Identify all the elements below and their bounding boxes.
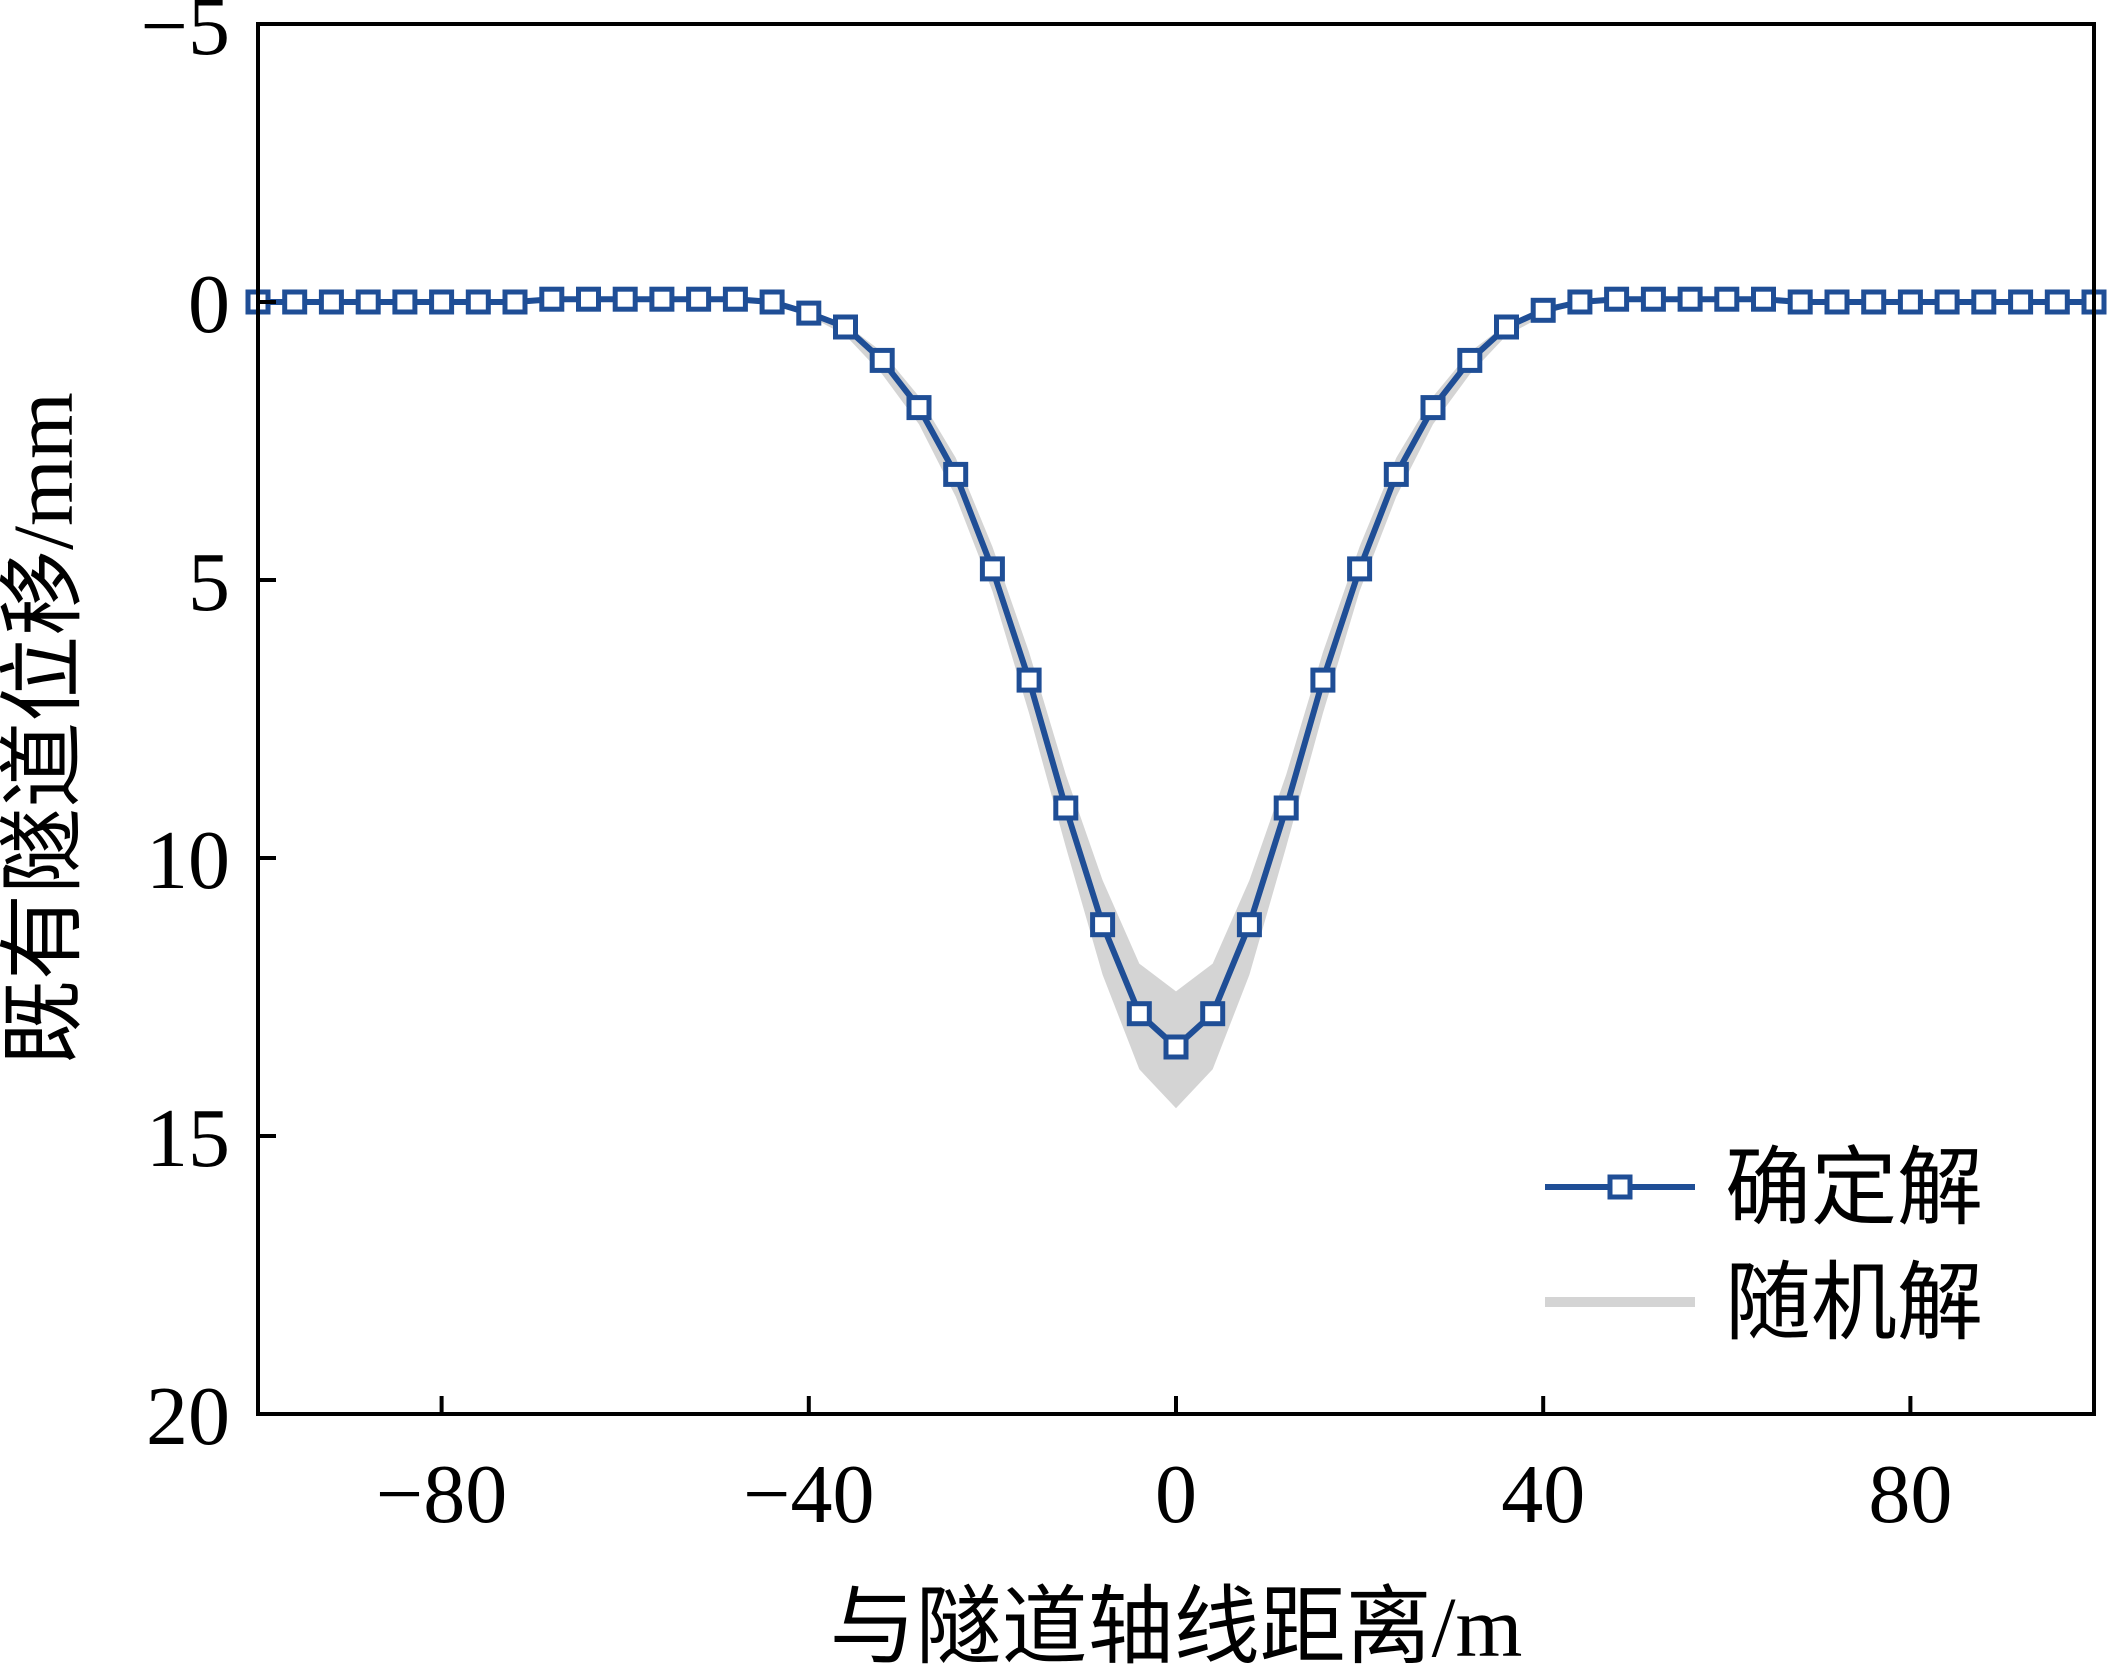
legend: 确定解 随机解 [1545, 1140, 1983, 1351]
y-tick-label: 10 [146, 814, 230, 907]
data-point-marker [943, 461, 969, 487]
data-point-marker [576, 286, 601, 312]
deterministic-marker-layer [245, 286, 2107, 1060]
x-tick-label: −80 [376, 1448, 507, 1541]
legend-label-deterministic: 确定解 [1725, 1140, 1983, 1236]
data-point-marker [465, 289, 491, 315]
data-point-marker [1420, 395, 1446, 421]
data-point-marker [1897, 289, 1923, 315]
data-point-marker [1090, 912, 1116, 938]
data-point-marker [1383, 461, 1409, 487]
data-point-marker [1567, 289, 1593, 315]
data-point-marker [318, 289, 344, 315]
x-tick-label: 80 [1868, 1448, 1952, 1541]
data-point-marker [1163, 1034, 1189, 1060]
data-point-marker [1457, 347, 1483, 373]
data-point-marker [282, 289, 308, 315]
data-point-marker [1016, 667, 1042, 693]
data-point-marker [1677, 286, 1703, 312]
data-point-marker [1604, 286, 1630, 312]
data-point-marker [722, 286, 748, 312]
y-tick-label: −5 [141, 0, 230, 73]
data-point-marker [979, 556, 1005, 582]
data-point-marker [1236, 912, 1262, 938]
y-tick-label: 20 [146, 1370, 230, 1463]
data-point-marker [1200, 1001, 1226, 1027]
deterministic-line [258, 296, 2094, 1050]
data-point-marker [2008, 289, 2034, 315]
y-axis-title: 既有隧道位移/mm [0, 392, 91, 1066]
data-point-marker [686, 286, 712, 312]
data-point-marker [429, 289, 455, 315]
data-point-marker [2044, 289, 2070, 315]
data-point-marker [1310, 667, 1336, 693]
data-point-marker [869, 347, 895, 373]
data-point-marker [1971, 289, 1997, 315]
data-point-marker [1126, 1001, 1152, 1027]
data-point-marker [1824, 289, 1850, 315]
data-point-marker [759, 289, 785, 315]
data-point-marker [1861, 289, 1887, 315]
data-point-marker [1934, 289, 1960, 315]
data-point-marker [1347, 556, 1373, 582]
data-point-marker [612, 286, 638, 312]
data-point-marker [796, 300, 822, 326]
x-axis-title: 与隧道轴线距离/m [830, 1579, 1523, 1675]
legend-label-random: 随机解 [1725, 1255, 1983, 1351]
x-axis-ticks: −80 −40 0 40 80 [376, 1396, 1952, 1541]
data-point-marker [1053, 795, 1079, 821]
data-point-marker [539, 286, 565, 312]
data-point-marker [502, 289, 528, 315]
data-point-marker [1751, 286, 1776, 312]
data-point-marker [1787, 289, 1813, 315]
data-point-marker [392, 289, 418, 315]
random-solution-band [772, 302, 1580, 1109]
x-tick-label: −40 [743, 1448, 874, 1541]
data-point-marker [649, 286, 675, 312]
deterministic-line-layer [258, 296, 2094, 1050]
data-point-marker [1273, 795, 1299, 821]
x-tick-label: 40 [1501, 1448, 1585, 1541]
y-tick-label: 15 [146, 1092, 230, 1185]
y-axis-ticks: −5 0 5 10 15 20 [141, 0, 276, 1463]
data-point-marker [1494, 314, 1519, 340]
data-point-marker [906, 395, 932, 421]
data-point-marker [355, 289, 381, 315]
data-point-marker [1530, 297, 1556, 323]
x-tick-label: 0 [1155, 1448, 1197, 1541]
legend-marker-deterministic [1607, 1174, 1633, 1200]
y-tick-label: 5 [188, 536, 230, 629]
data-point-marker [833, 314, 858, 340]
data-point-marker [1714, 286, 1740, 312]
random-solution-band-layer [772, 302, 1580, 1109]
y-tick-label: 0 [188, 258, 230, 351]
data-point-marker [1640, 286, 1666, 312]
